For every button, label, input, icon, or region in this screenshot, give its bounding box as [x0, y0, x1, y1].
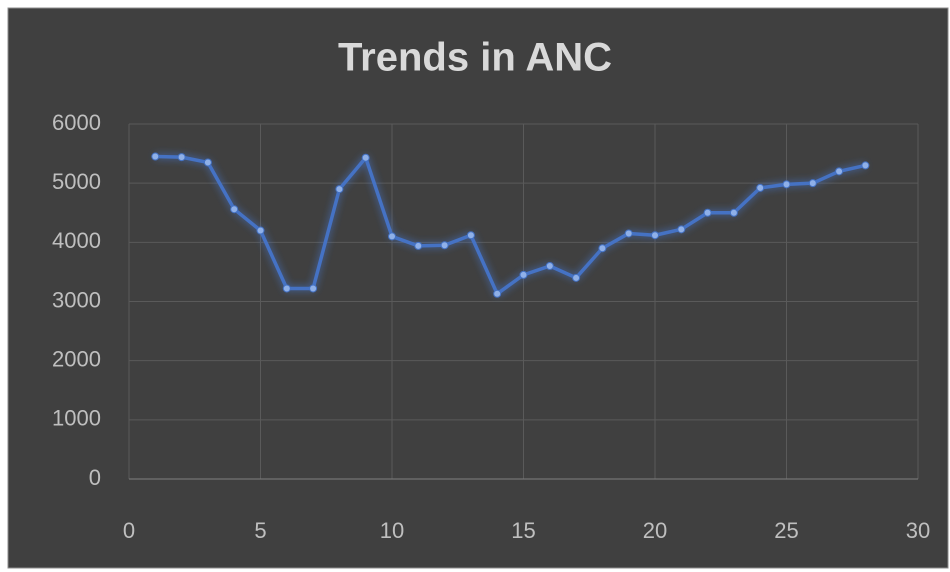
data-point — [703, 208, 712, 217]
y-tick-label: 5000 — [52, 169, 101, 194]
data-point — [861, 161, 870, 170]
data-point — [256, 226, 265, 235]
y-tick-label: 2000 — [52, 346, 101, 371]
y-tick-label: 0 — [89, 465, 101, 490]
data-point — [756, 183, 765, 192]
data-point — [335, 185, 344, 194]
chart-background — [7, 7, 949, 569]
data-point — [598, 244, 607, 253]
data-point — [782, 180, 791, 189]
chart-title: Trends in ANC — [338, 36, 612, 80]
data-point — [651, 231, 659, 240]
data-point — [677, 225, 686, 234]
x-tick-label: 5 — [254, 518, 266, 543]
data-point — [388, 232, 396, 241]
x-tick-label: 10 — [380, 518, 404, 543]
x-tick-label: 30 — [906, 518, 930, 543]
data-point — [230, 205, 239, 214]
x-tick-label: 0 — [123, 518, 135, 543]
x-tick-label: 20 — [643, 518, 667, 543]
data-point — [466, 231, 475, 240]
x-tick-label: 25 — [774, 518, 798, 543]
y-tick-label: 3000 — [52, 287, 101, 312]
data-point — [624, 229, 633, 238]
data-point — [808, 179, 817, 188]
data-line — [155, 154, 866, 296]
data-point — [151, 152, 160, 161]
data-point — [835, 167, 844, 176]
y-tick-label: 6000 — [52, 110, 101, 135]
data-point — [309, 284, 318, 293]
data-point — [203, 158, 212, 167]
data-point — [177, 153, 186, 162]
data-point — [729, 208, 738, 217]
data-point — [545, 262, 554, 270]
y-tick-label: 1000 — [52, 406, 101, 431]
y-tick-label: 4000 — [52, 228, 101, 253]
data-point — [519, 270, 528, 279]
data-point — [440, 241, 449, 250]
data-point — [414, 241, 423, 250]
data-point — [493, 289, 502, 298]
data-point — [572, 273, 581, 282]
data-point — [282, 284, 291, 293]
data-point — [361, 153, 370, 162]
x-tick-label: 15 — [511, 518, 535, 543]
